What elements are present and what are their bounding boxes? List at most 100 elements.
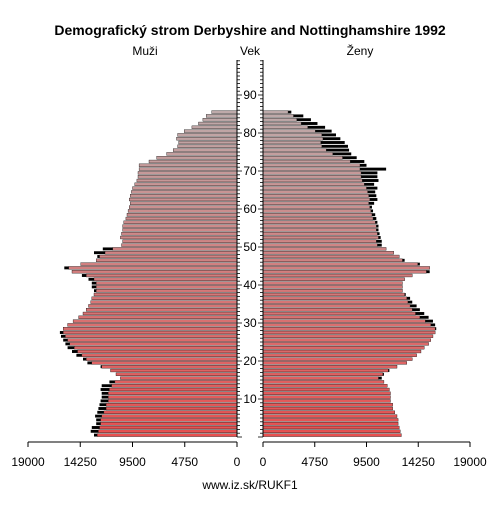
male-bar: [96, 258, 238, 262]
male-bar: [98, 429, 238, 433]
male-bar: [65, 334, 238, 338]
female-bar: [262, 235, 379, 240]
female-bar: [262, 418, 399, 422]
female-excess-bar: [376, 224, 379, 228]
female-excess-bar: [296, 118, 311, 122]
female-bar: [262, 422, 399, 426]
male-bar: [101, 365, 238, 369]
female-excess-bar: [425, 319, 433, 323]
female-excess-bar: [368, 194, 377, 198]
male-excess-bar: [83, 357, 87, 361]
male-bar: [96, 289, 238, 293]
male-excess-bar: [88, 277, 94, 281]
female-bar: [262, 129, 316, 133]
male-bar: [138, 167, 238, 171]
female-bar: [262, 216, 374, 221]
male-bar: [67, 323, 238, 327]
female-bar: [262, 224, 377, 228]
male-label: Muži: [132, 44, 157, 58]
female-bar: [262, 197, 370, 202]
age-tick-label: 60: [243, 202, 257, 216]
male-bar: [123, 220, 238, 224]
female-bar: [262, 148, 327, 152]
x-axis-left: 19000 14250 9500 4750 0: [11, 441, 241, 469]
female-excess-bar: [315, 129, 332, 133]
female-bar: [262, 186, 367, 190]
male-bar: [86, 357, 238, 361]
age-tick-label: 50: [243, 240, 257, 254]
male-bar: [108, 399, 238, 403]
male-bar: [63, 327, 238, 331]
female-bar: [262, 300, 409, 304]
female-bar: [262, 125, 308, 129]
male-excess-bar: [99, 403, 107, 407]
female-excess-bar: [378, 236, 381, 239]
male-bar: [137, 171, 238, 175]
male-excess-bar: [96, 418, 101, 422]
chart-title: Demografický strom Derbyshire and Nottin…: [54, 22, 446, 38]
male-bar: [131, 190, 238, 194]
male-bar: [109, 387, 238, 392]
male-bar: [88, 304, 238, 308]
male-excess-bar: [101, 391, 109, 395]
male-bar: [105, 403, 238, 407]
male-bar: [103, 410, 238, 414]
male-bar: [100, 422, 238, 426]
female-bar: [262, 144, 323, 148]
age-axis: 10 20 30 40 50 60 70 80 90: [236, 60, 264, 438]
female-excess-bar: [321, 144, 348, 148]
female-bar: [262, 194, 369, 198]
male-bar: [91, 296, 238, 300]
male-bar: [122, 228, 238, 232]
male-bar: [120, 235, 238, 240]
female-bar: [262, 323, 431, 327]
age-tick-label: 10: [243, 392, 257, 406]
female-bar: [262, 243, 378, 247]
female-bar: [262, 391, 391, 395]
female-bar: [262, 384, 388, 388]
x-tick-label-right: 19000: [453, 455, 487, 469]
male-excess-bar: [94, 433, 98, 437]
male-bar: [86, 273, 238, 278]
male-bar: [134, 182, 238, 186]
male-excess-bar: [64, 266, 69, 270]
male-bar: [68, 266, 238, 270]
male-bar: [78, 315, 238, 319]
male-bar: [97, 433, 238, 437]
male-bar: [126, 213, 238, 217]
female-bar: [262, 239, 377, 243]
female-excess-bar: [364, 182, 375, 186]
female-bar: [262, 167, 361, 171]
male-bar: [122, 239, 238, 243]
x-tick-label-right: 9500: [353, 455, 380, 469]
male-bar: [100, 418, 238, 422]
female-bar: [262, 266, 430, 270]
female-excess-bar: [377, 232, 380, 236]
female-excess-bar: [412, 308, 420, 312]
male-bar: [86, 308, 238, 312]
male-bar: [96, 285, 238, 289]
female-excess-bar: [366, 186, 378, 190]
male-excess-bar: [94, 251, 105, 255]
male-excess-bar: [94, 289, 97, 293]
male-bar: [136, 178, 238, 183]
female-bar: [262, 433, 402, 437]
female-bar: [262, 262, 418, 266]
female-bar: [262, 365, 398, 369]
female-excess-bar: [371, 213, 376, 217]
female-excess-bar: [342, 156, 357, 160]
male-bar: [156, 156, 238, 160]
female-bar: [262, 285, 403, 289]
female-excess-bar: [402, 258, 405, 262]
female-bar: [262, 349, 422, 354]
female-excess-bar: [378, 376, 382, 380]
female-bar: [262, 270, 427, 274]
x-tick-label-left: 14250: [64, 455, 98, 469]
male-bar: [93, 277, 238, 281]
female-bar: [262, 425, 400, 430]
female-bar: [262, 121, 302, 126]
male-bar: [69, 342, 238, 346]
male-bar: [198, 121, 238, 126]
